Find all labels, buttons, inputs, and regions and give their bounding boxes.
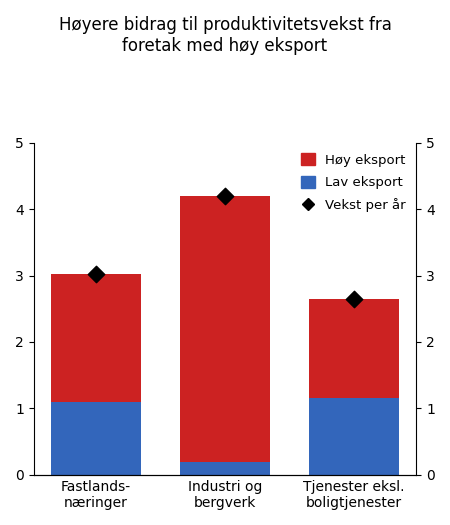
Text: Høyere bidrag til produktivitetsvekst fra
foretak med høy eksport: Høyere bidrag til produktivitetsvekst fr… <box>58 16 392 55</box>
Point <box>93 269 100 278</box>
Bar <box>309 398 399 475</box>
Bar <box>309 299 399 398</box>
Legend: Høy eksport, Lav eksport, Vekst per år: Høy eksport, Lav eksport, Vekst per år <box>297 149 410 216</box>
Bar <box>51 274 141 402</box>
Bar <box>180 196 270 461</box>
Point <box>350 295 357 303</box>
Point <box>221 192 229 200</box>
Bar <box>180 461 270 475</box>
Bar <box>51 402 141 475</box>
